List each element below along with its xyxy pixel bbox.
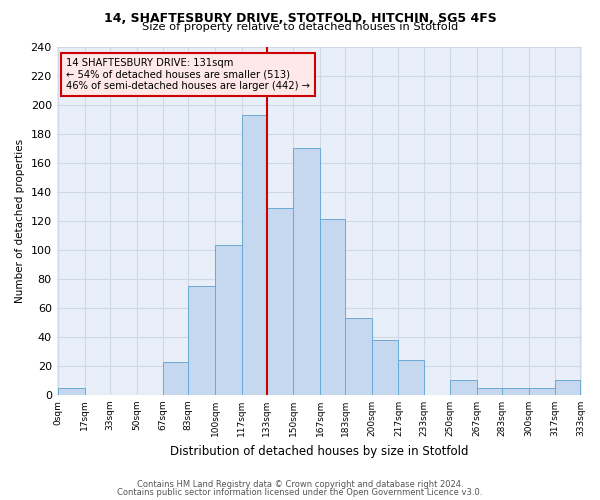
Bar <box>267 208 293 395</box>
Text: 14, SHAFTESBURY DRIVE, STOTFOLD, HITCHIN, SG5 4FS: 14, SHAFTESBURY DRIVE, STOTFOLD, HITCHIN… <box>104 12 496 24</box>
X-axis label: Distribution of detached houses by size in Stotfold: Distribution of detached houses by size … <box>170 444 469 458</box>
Text: Size of property relative to detached houses in Stotfold: Size of property relative to detached ho… <box>142 22 458 32</box>
Y-axis label: Number of detached properties: Number of detached properties <box>15 138 25 303</box>
Bar <box>398 360 424 395</box>
Bar <box>450 380 477 395</box>
Bar <box>215 246 242 395</box>
Text: Contains public sector information licensed under the Open Government Licence v3: Contains public sector information licen… <box>118 488 482 497</box>
Text: Contains HM Land Registry data © Crown copyright and database right 2024.: Contains HM Land Registry data © Crown c… <box>137 480 463 489</box>
Bar <box>188 286 215 395</box>
Bar <box>555 380 580 395</box>
Bar <box>163 362 188 395</box>
Text: 14 SHAFTESBURY DRIVE: 131sqm
← 54% of detached houses are smaller (513)
46% of s: 14 SHAFTESBURY DRIVE: 131sqm ← 54% of de… <box>66 58 310 92</box>
Bar <box>293 148 320 395</box>
Bar <box>502 388 529 395</box>
Bar <box>529 388 555 395</box>
Bar <box>58 388 85 395</box>
Bar <box>345 318 372 395</box>
Bar <box>242 114 267 395</box>
Bar <box>320 220 345 395</box>
Bar <box>372 340 398 395</box>
Bar <box>477 388 502 395</box>
